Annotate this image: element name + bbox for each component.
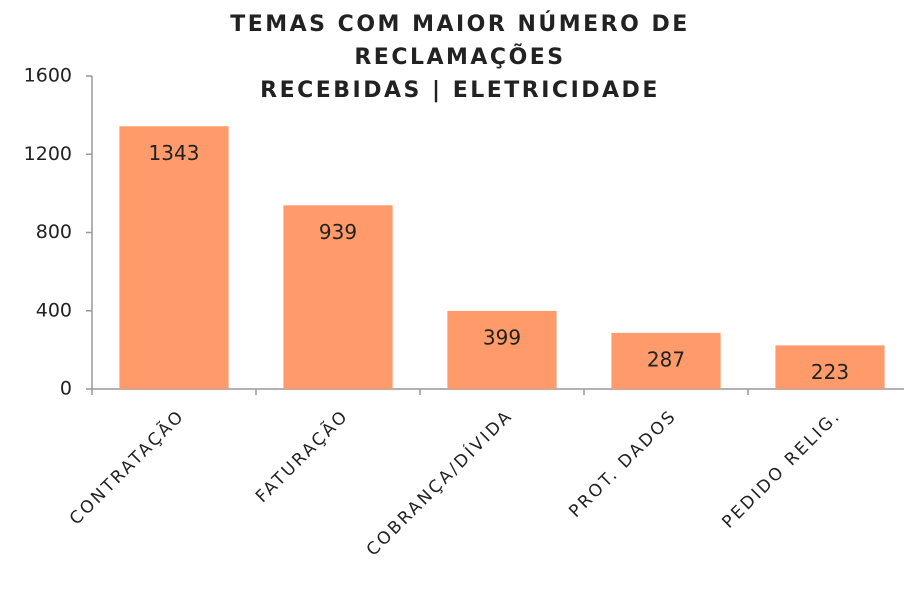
x-tick-label: COBRANÇA/DÍVIDA — [361, 405, 517, 561]
value-label: 399 — [483, 325, 521, 349]
x-tick-label: PEDIDO RELIG. — [718, 406, 845, 533]
value-label: 939 — [319, 220, 357, 244]
chart-title: RECEBIDAS | ELETRICIDADE — [260, 78, 660, 103]
value-label: 223 — [811, 360, 849, 384]
y-tick-label: 1600 — [24, 65, 72, 87]
value-label: 287 — [647, 347, 685, 371]
y-tick-label: 400 — [36, 299, 72, 321]
value-label: 1343 — [149, 141, 200, 165]
bar — [775, 345, 885, 389]
x-tick-label: FATURAÇÃO — [251, 405, 353, 507]
chart-title: RECLAMAÇÕES — [354, 44, 565, 70]
y-tick-label: 800 — [36, 221, 72, 243]
bar — [447, 310, 557, 389]
x-tick-label: CONTRATAÇÃO — [64, 405, 189, 530]
bar — [283, 205, 393, 389]
x-tick-label: PROT. DADOS — [565, 406, 681, 522]
bar — [119, 126, 229, 389]
y-tick-label: 1200 — [24, 143, 72, 165]
y-tick-label: 0 — [60, 378, 72, 400]
chart-title: TEMAS COM MAIOR NÚMERO DE — [230, 11, 690, 37]
bar — [611, 332, 721, 389]
